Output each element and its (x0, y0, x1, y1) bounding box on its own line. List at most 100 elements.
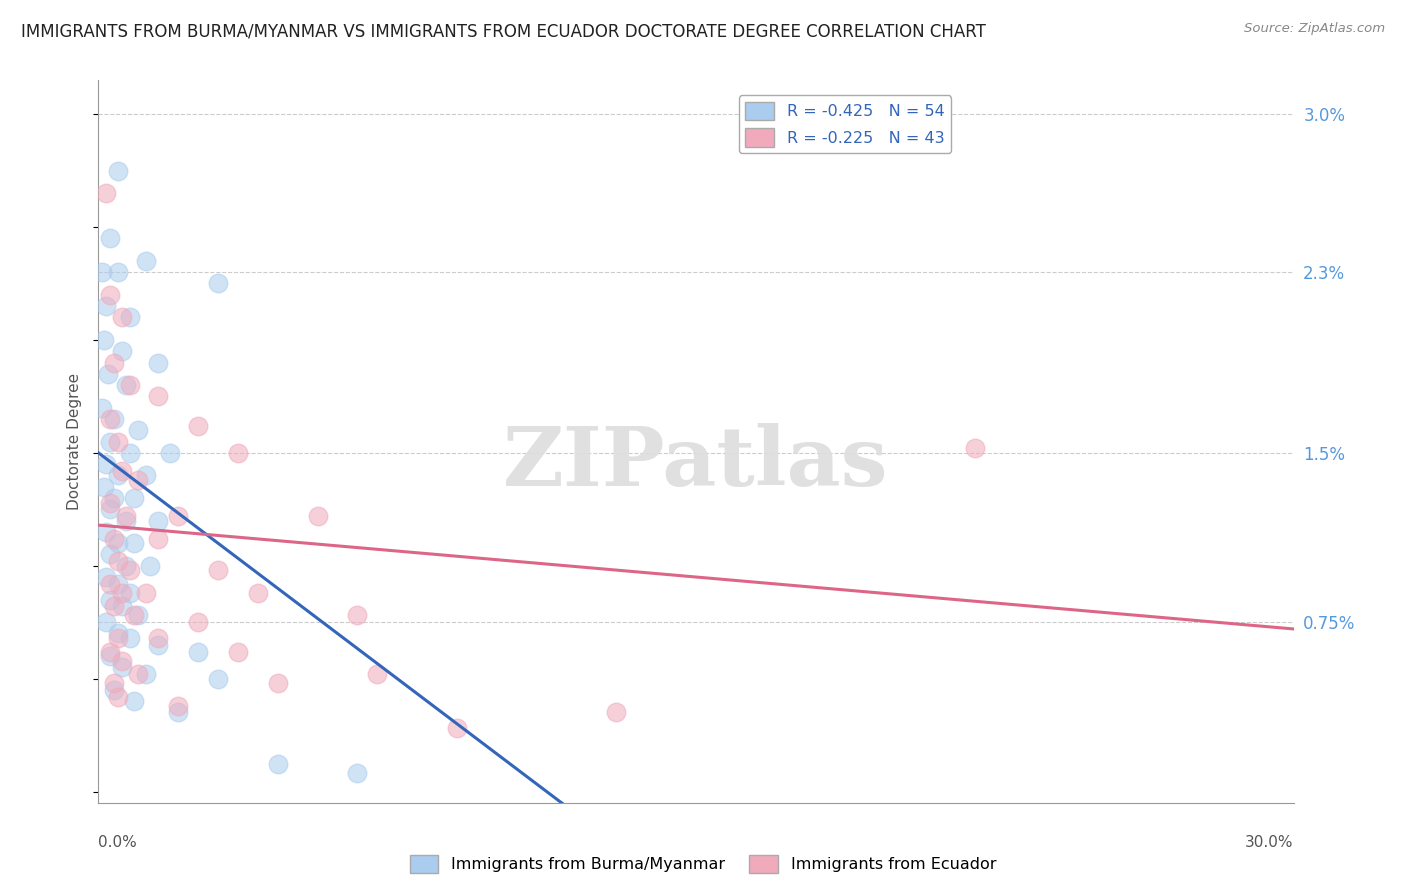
Legend: Immigrants from Burma/Myanmar, Immigrants from Ecuador: Immigrants from Burma/Myanmar, Immigrant… (404, 848, 1002, 880)
Point (605, 706, 627, 720)
Point (124, 608, 146, 623)
Point (98, 548, 122, 562)
Point (307, 509, 329, 524)
Point (98, 576, 122, 591)
Point (115, 558, 138, 573)
Point (127, 608, 149, 623)
Point (187, 418, 209, 433)
Point (139, 558, 162, 573)
Point (103, 491, 125, 505)
Point (111, 660, 134, 674)
Point (97, 367, 120, 381)
Point (124, 694, 146, 708)
Point (115, 509, 138, 524)
Point (366, 667, 388, 681)
Point (120, 563, 142, 577)
Point (120, 586, 142, 600)
Point (148, 532, 170, 546)
Point (135, 667, 157, 681)
Point (96, 299, 118, 313)
Point (98, 231, 122, 245)
Text: 30.0%: 30.0% (1246, 835, 1294, 850)
Point (111, 654, 134, 668)
Text: ZIPatlas: ZIPatlas (503, 423, 889, 503)
Point (124, 491, 146, 505)
Point (148, 355, 170, 369)
Point (107, 554, 129, 568)
Point (103, 682, 125, 697)
Point (98, 648, 122, 663)
Point (103, 532, 125, 546)
Text: Source: ZipAtlas.com: Source: ZipAtlas.com (1244, 22, 1385, 36)
Point (159, 446, 181, 460)
Point (103, 412, 125, 426)
Point (167, 509, 190, 524)
Point (346, 766, 368, 780)
Point (120, 446, 142, 460)
Point (96, 186, 118, 201)
Point (93, 333, 115, 347)
Point (107, 434, 129, 449)
Point (207, 672, 229, 686)
Point (207, 277, 229, 291)
Point (346, 608, 368, 623)
Point (135, 253, 157, 268)
Point (267, 757, 290, 772)
Point (111, 310, 134, 325)
Point (91, 401, 114, 415)
Point (91, 265, 114, 279)
Point (127, 473, 149, 487)
Point (96, 457, 118, 471)
Point (135, 468, 157, 483)
Point (98, 412, 122, 426)
Legend: R = -0.425   N = 54, R = -0.225   N = 43: R = -0.425 N = 54, R = -0.225 N = 43 (738, 95, 950, 153)
Text: 0.0%: 0.0% (98, 835, 138, 850)
Point (127, 667, 149, 681)
Point (127, 423, 149, 437)
Point (246, 586, 269, 600)
Point (93, 480, 115, 494)
Point (115, 378, 138, 392)
Point (111, 344, 134, 359)
Point (115, 514, 138, 528)
Point (446, 721, 468, 735)
Point (148, 514, 170, 528)
Point (107, 690, 129, 704)
Text: IMMIGRANTS FROM BURMA/MYANMAR VS IMMIGRANTS FROM ECUADOR DOCTORATE DEGREE CORREL: IMMIGRANTS FROM BURMA/MYANMAR VS IMMIGRA… (21, 22, 986, 40)
Point (96, 615, 118, 630)
Point (120, 310, 142, 325)
Point (187, 644, 209, 658)
Point (103, 355, 125, 369)
Point (107, 265, 129, 279)
Point (107, 626, 129, 640)
Point (120, 631, 142, 645)
Point (98, 434, 122, 449)
Point (226, 644, 249, 658)
Point (167, 698, 190, 713)
Point (107, 536, 129, 550)
Point (107, 631, 129, 645)
Point (207, 563, 229, 577)
Point (98, 287, 122, 301)
Point (98, 495, 122, 509)
Point (103, 599, 125, 614)
Point (107, 163, 129, 178)
Point (98, 502, 122, 516)
Point (111, 586, 134, 600)
Point (187, 615, 209, 630)
Point (107, 576, 129, 591)
Point (98, 592, 122, 607)
Point (98, 644, 122, 658)
Point (148, 631, 170, 645)
Point (111, 464, 134, 478)
Y-axis label: Doctorate Degree: Doctorate Degree (67, 373, 83, 510)
Point (124, 536, 146, 550)
Point (226, 446, 249, 460)
Point (963, 442, 986, 456)
Point (148, 389, 170, 403)
Point (111, 599, 134, 614)
Point (107, 468, 129, 483)
Point (267, 676, 290, 690)
Point (96, 524, 118, 539)
Point (120, 378, 142, 392)
